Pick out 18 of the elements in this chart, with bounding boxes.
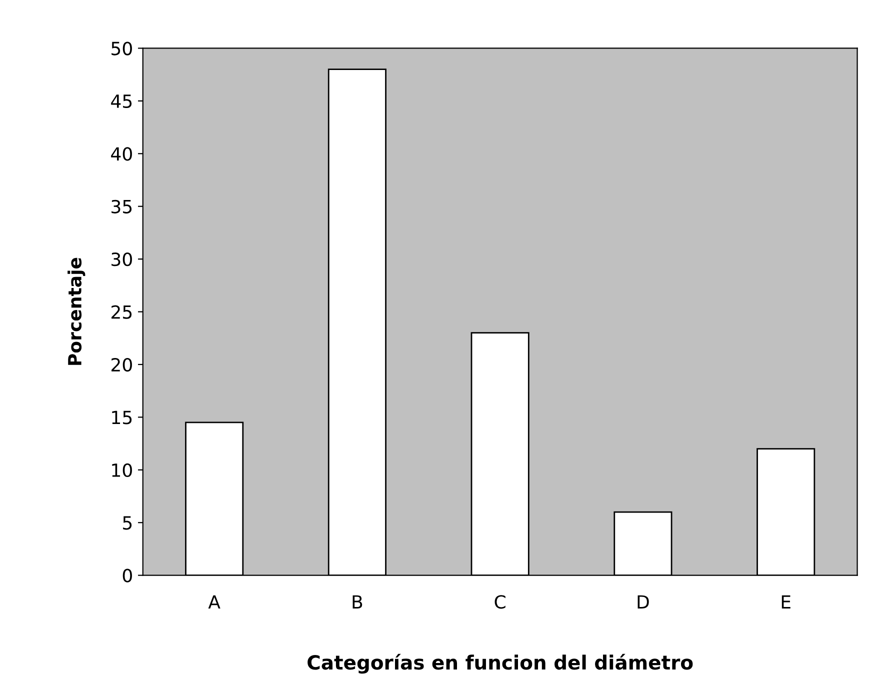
x-tick-label: A bbox=[208, 595, 220, 608]
x-tick-label: C bbox=[494, 595, 506, 609]
y-tick-label: 5 bbox=[123, 516, 132, 530]
y-tick-label: 35 bbox=[112, 200, 132, 214]
x-tick-label: D bbox=[638, 595, 649, 608]
y-tick-label: 15 bbox=[112, 410, 132, 424]
x-tick-label: B bbox=[352, 595, 362, 608]
y-axis-title: Porcentaje bbox=[68, 258, 86, 365]
y-tick-label: 40 bbox=[111, 147, 132, 161]
y-tick-label: 45 bbox=[111, 94, 132, 108]
y-tick-label: 20 bbox=[112, 358, 132, 372]
y-tick-label: 30 bbox=[112, 252, 132, 266]
x-tick-label: E bbox=[782, 595, 790, 608]
y-tick-label: 50 bbox=[112, 42, 132, 56]
x-axis-title: Categorías en funcion del diámetro bbox=[308, 654, 693, 674]
y-tick-label: 25 bbox=[112, 305, 132, 319]
y-tick-label: 10 bbox=[112, 463, 132, 478]
y-tick-label: 0 bbox=[122, 568, 132, 582]
